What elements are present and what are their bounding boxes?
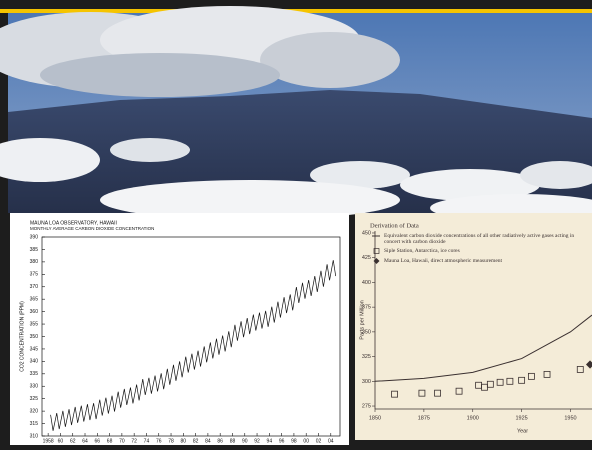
x-tick-label: 04	[328, 438, 334, 444]
x-tick-label: 70	[119, 438, 125, 444]
x-tick-label: 84	[205, 438, 211, 444]
x-tick-label: 1850	[369, 415, 381, 421]
x-tick-label: 90	[242, 438, 248, 444]
y-tick-label: 385	[30, 247, 39, 253]
x-tick-label: 74	[144, 438, 150, 444]
x-tick-label: 94	[267, 438, 273, 444]
x-tick-label: 78	[168, 438, 174, 444]
x-tick-label: 02	[316, 438, 322, 444]
y-tick-label: 390	[30, 234, 39, 240]
y-tick-label: 350	[362, 329, 371, 335]
x-tick-label: 96	[279, 438, 285, 444]
y-tick-label: 400	[362, 280, 371, 286]
legend-label: Siple Station, Antarctica, ice cores	[384, 248, 592, 254]
y-axis-label: CO2 CONCENTRATION (PPM)	[19, 301, 25, 372]
x-tick-label: 86	[217, 438, 223, 444]
x-tick-label: 82	[193, 438, 199, 444]
y-tick-label: 365	[30, 297, 39, 303]
x-tick-label: 1925	[515, 415, 527, 421]
y-tick-label: 310	[30, 433, 39, 439]
y-tick-label: 360	[30, 309, 39, 315]
y-tick-label: 325	[362, 354, 371, 360]
y-tick-label: 370	[30, 284, 39, 290]
y-tick-label: 375	[30, 272, 39, 278]
photo	[0, 6, 592, 222]
y-tick-label: 325	[30, 396, 39, 402]
legend-label: Mauna Loa, Hawaii, direct atmospheric me…	[384, 258, 592, 264]
y-tick-label: 425	[362, 255, 371, 261]
x-tick-label: 80	[181, 438, 187, 444]
x-tick-label: 60	[58, 438, 64, 444]
slide: MAUNA LOA OBSERVATORY, HAWAIIMONTHLY AVE…	[0, 0, 592, 445]
x-tick-label: 00	[303, 438, 309, 444]
y-tick-label: 355	[30, 321, 39, 327]
y-tick-label: 330	[30, 384, 39, 390]
x-tick-label: 1900	[467, 415, 479, 421]
x-tick-label: 64	[82, 438, 88, 444]
legend-entry: Mauna Loa, Hawaii, direct atmospheric me…	[384, 258, 592, 272]
x-tick-label: 68	[107, 438, 113, 444]
y-tick-label: 380	[30, 259, 39, 265]
y-tick-label: 350	[30, 334, 39, 340]
x-tick-label: 1950	[564, 415, 576, 421]
y-tick-label: 340	[30, 359, 39, 365]
x-tick-label: 88	[230, 438, 236, 444]
y-tick-label: 335	[30, 371, 39, 377]
y-tick-label: 345	[30, 346, 39, 352]
y-tick-label: 275	[362, 403, 371, 409]
y-tick-label: 450	[362, 230, 371, 236]
y-tick-label: 315	[30, 421, 39, 427]
x-tick-label: 72	[131, 438, 137, 444]
legend-label: Equivalent carbon dioxide concentrations…	[384, 233, 589, 245]
page: MAUNA LOA OBSERVATORY, HAWAIIMONTHLY AVE…	[0, 0, 592, 445]
y-tick-label: 320	[30, 408, 39, 414]
x-tick-label: 62	[70, 438, 76, 444]
top-bar	[0, 0, 592, 9]
x-tick-label: 98	[291, 438, 297, 444]
y-tick-label: 375	[362, 305, 371, 311]
x-tick-label: 66	[95, 438, 101, 444]
x-tick-label: 76	[156, 438, 162, 444]
chart-title: Derivation of Data	[370, 222, 419, 229]
chart-subtitle: MONTHLY AVERAGE CARBON DIOXIDE CONCENTRA…	[30, 226, 154, 231]
x-tick-label: 92	[254, 438, 260, 444]
x-tick-label: 1958	[43, 438, 54, 444]
legend-entry: Equivalent carbon dioxide concentrations…	[384, 233, 592, 247]
left-chart-panel	[10, 213, 349, 445]
x-tick-label: 1875	[418, 415, 430, 421]
y-tick-label: 300	[362, 379, 371, 385]
x-axis-label: Year	[517, 428, 528, 434]
